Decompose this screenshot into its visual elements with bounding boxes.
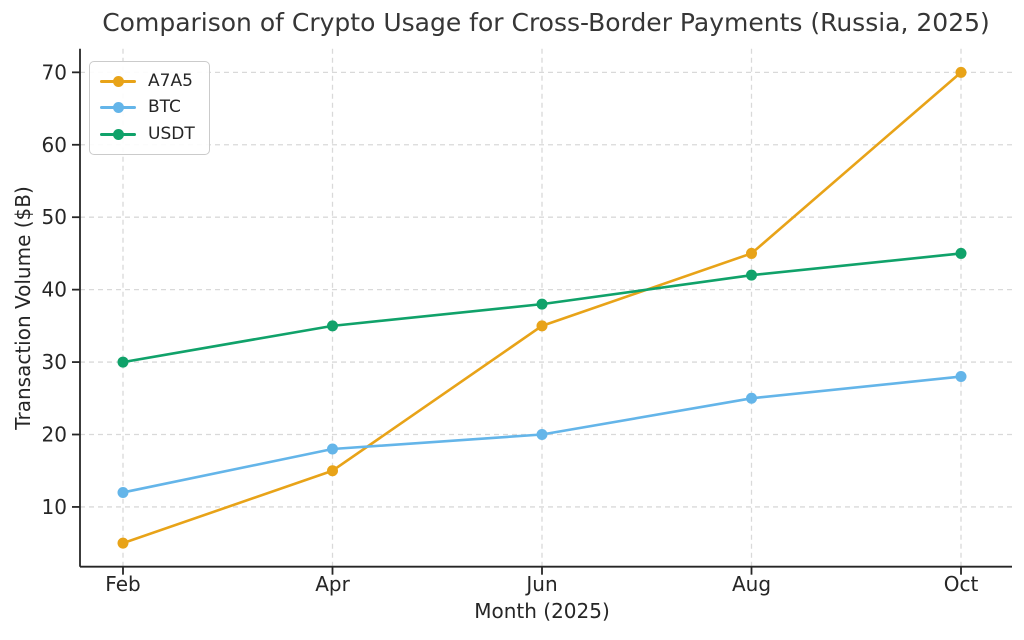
legend-item-btc: BTC [100, 95, 195, 122]
data-point-btc-jun [536, 429, 548, 441]
data-point-a7a5-jun [536, 320, 548, 332]
gridlines [80, 48, 1012, 567]
data-point-btc-apr [327, 443, 338, 455]
legend-marker-usdt [100, 128, 136, 140]
axes [79, 48, 1012, 568]
data-point-btc-oct [955, 371, 967, 383]
y-tick-label-70: 70 [42, 60, 67, 84]
x-tick-label-feb: Feb [105, 572, 140, 596]
legend-dot-swatch [112, 128, 124, 140]
tick-labels: 10 20 30 40 50 60 70 Feb Apr Jun Aug Oct [42, 60, 979, 596]
data-point-a7a5-aug [746, 247, 757, 259]
data-point-usdt-oct [955, 247, 967, 259]
legend-label-usdt: USDT [148, 123, 195, 144]
x-tick-label-apr: Apr [315, 572, 350, 596]
legend: A7A5 BTC USDT [89, 61, 210, 155]
y-tick-label-30: 30 [42, 350, 67, 374]
legend-dot-swatch [112, 75, 124, 87]
legend-label-btc: BTC [148, 97, 181, 118]
y-axis-label: Transaction Volume ($B) [11, 186, 35, 431]
legend-item-a7a5: A7A5 [100, 68, 195, 95]
data-point-usdt-apr [327, 320, 338, 332]
legend-dot-swatch [112, 102, 124, 114]
x-tick-label-jun: Jun [524, 572, 557, 596]
data-point-a7a5-feb [117, 537, 129, 549]
y-tick-label-20: 20 [42, 423, 67, 447]
data-point-a7a5-oct [955, 66, 967, 78]
y-tick-label-60: 60 [42, 133, 67, 157]
data-point-usdt-jun [536, 298, 548, 310]
y-tick-label-10: 10 [42, 495, 67, 519]
data-point-usdt-aug [746, 269, 757, 281]
x-axis-label: Month (2025) [474, 599, 610, 623]
data-point-a7a5-apr [327, 465, 338, 477]
data-point-btc-feb [117, 486, 129, 498]
x-tick-label-aug: Aug [732, 572, 771, 596]
legend-item-usdt: USDT [100, 121, 195, 148]
data-point-btc-aug [746, 392, 757, 404]
y-tick-label-40: 40 [42, 278, 67, 302]
x-tick-label-oct: Oct [944, 572, 979, 596]
legend-marker-btc [100, 102, 136, 114]
legend-label-a7a5: A7A5 [148, 70, 193, 91]
legend-marker-a7a5 [100, 75, 136, 87]
tick-marks [72, 71, 962, 575]
y-tick-label-50: 50 [42, 205, 67, 229]
chart-title: Comparison of Crypto Usage for Cross-Bor… [102, 8, 990, 37]
series [117, 66, 967, 549]
data-point-usdt-feb [117, 356, 129, 368]
